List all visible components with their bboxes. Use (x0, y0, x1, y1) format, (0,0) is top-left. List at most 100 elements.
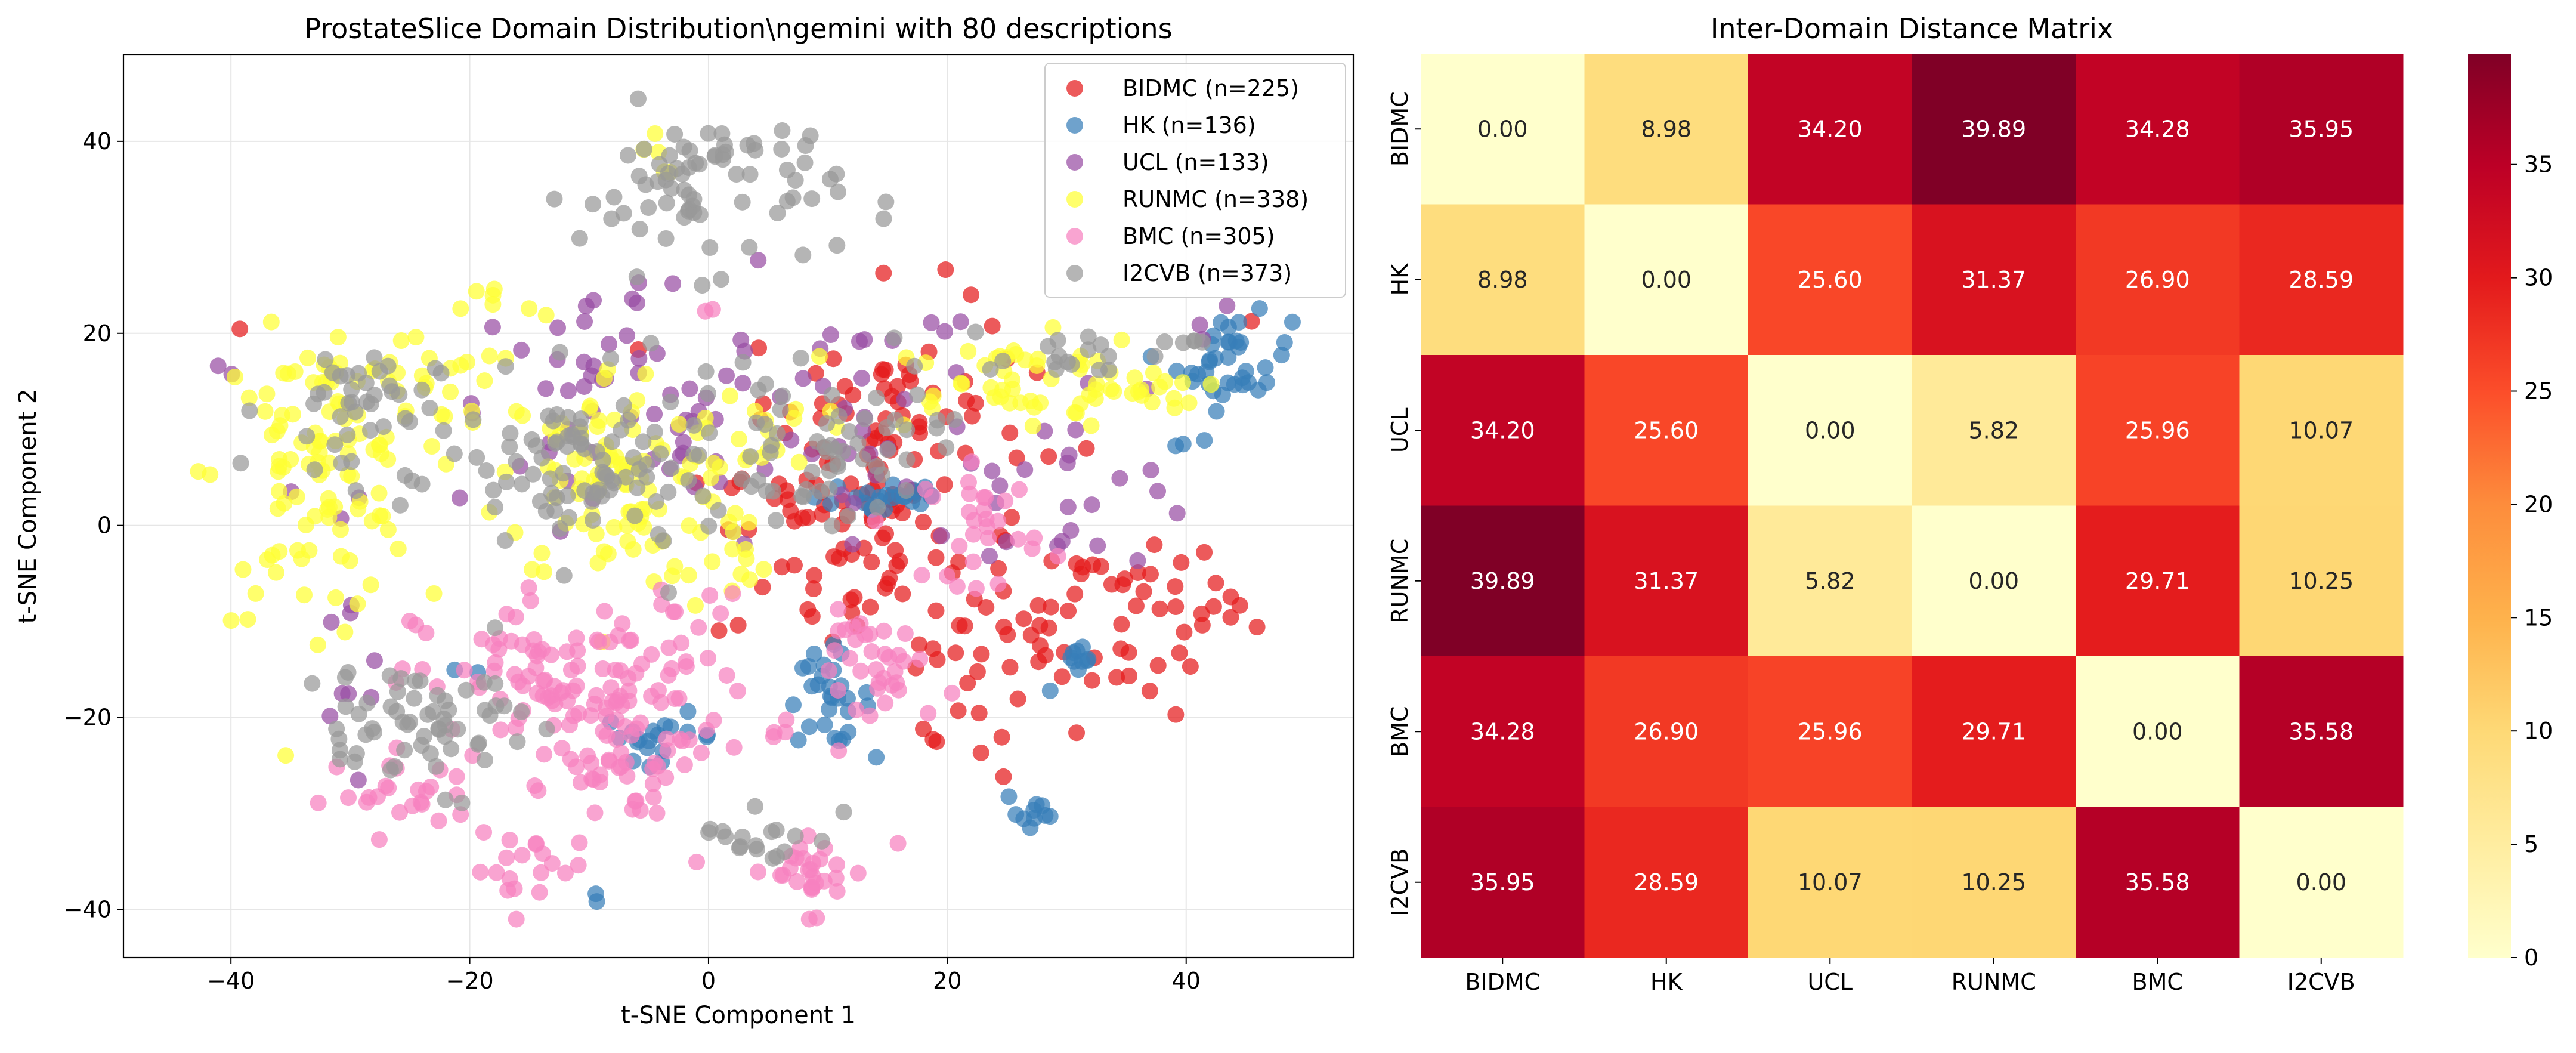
scatter-point (875, 264, 892, 282)
heatmap-cell (1584, 505, 1749, 657)
scatter-point (391, 496, 409, 514)
scatter-point (787, 827, 804, 845)
scatter-point (350, 705, 367, 722)
heatmap-x-tick-label: I2CVB (2287, 969, 2355, 995)
scatter-point (1168, 505, 1186, 522)
scatter-point (975, 489, 992, 506)
scatter-point (734, 375, 752, 392)
heatmap-cell (2076, 204, 2240, 356)
scatter-point (231, 320, 249, 338)
scatter-point (913, 567, 930, 584)
scatter-point (646, 406, 663, 423)
scatter-point (492, 721, 509, 739)
scatter-point (448, 768, 465, 785)
scatter-point (412, 793, 429, 811)
scatter-point (520, 579, 537, 597)
scatter-point (546, 190, 563, 208)
scatter-point (821, 462, 838, 480)
scatter-point (981, 548, 998, 565)
scatter-point (239, 611, 256, 628)
scatter-point (377, 777, 394, 795)
heatmap-cell-label: 31.37 (1961, 267, 2026, 293)
scatter-point (366, 349, 383, 366)
scatter-point (787, 400, 805, 418)
scatter-point (989, 575, 1007, 592)
scatter-point (811, 851, 828, 868)
scatter-point (1220, 319, 1237, 336)
scatter-point (788, 873, 806, 890)
scatter-point (660, 639, 678, 656)
scatter-point (734, 354, 752, 371)
scatter-point (637, 176, 654, 193)
scatter-point (828, 165, 845, 183)
scatter-point (638, 456, 655, 473)
scatter-point (1185, 332, 1202, 350)
scatter-point (944, 684, 961, 702)
scatter-point (259, 551, 276, 569)
scatter-point (527, 659, 545, 677)
heatmap-cell-label: 29.71 (2125, 568, 2190, 594)
scatter-point (521, 300, 538, 317)
scatter-point (528, 437, 545, 455)
scatter-point (646, 424, 663, 441)
scatter-point (792, 350, 809, 367)
scatter-point (672, 731, 689, 748)
heatmap-cell (1584, 355, 1749, 506)
scatter-point (343, 468, 360, 485)
scatter-point (1196, 432, 1213, 449)
scatter-point (927, 549, 945, 566)
scatter-point (688, 853, 706, 870)
scatter-point (700, 385, 717, 402)
scatter-point (595, 543, 613, 560)
scatter-point (658, 194, 675, 212)
scatter-point (234, 561, 252, 578)
scatter-point (366, 652, 383, 669)
heatmap-cell (1748, 656, 1912, 807)
heatmap-cell (1748, 54, 1912, 205)
heatmap-cell (1584, 807, 1749, 958)
scatter-point (729, 616, 747, 634)
scatter-point (631, 221, 648, 238)
scatter-point (1105, 383, 1122, 400)
scatter-point (660, 666, 677, 684)
scatter-point (1024, 417, 1041, 434)
heatmap-cell-label: 35.58 (2125, 869, 2190, 895)
scatter-point (662, 393, 679, 410)
scatter-point (729, 683, 746, 700)
scatter-point (666, 690, 684, 708)
scatter-point (470, 734, 487, 752)
scatter-point (632, 714, 649, 731)
scatter-point (687, 155, 704, 172)
scatter-title: ProstateSlice Domain Distribution\ngemin… (304, 13, 1172, 45)
scatter-point (894, 585, 911, 603)
scatter-point (984, 462, 1001, 480)
scatter-point (1037, 647, 1054, 664)
scatter-point (339, 663, 357, 681)
scatter-point (1129, 564, 1146, 581)
scatter-point (458, 353, 475, 370)
scatter-point (605, 189, 623, 206)
scatter-point (323, 613, 340, 631)
scatter-point (440, 701, 457, 718)
scatter-point (568, 677, 585, 694)
scatter-point (1248, 619, 1266, 636)
scatter-point (571, 834, 588, 851)
scatter-point (1029, 597, 1047, 614)
scatter-point (799, 827, 817, 845)
heatmap-cell-label: 35.95 (2289, 116, 2354, 142)
scatter-point (822, 437, 840, 454)
scatter-point (808, 909, 825, 927)
colorbar-tick-label: 15 (2524, 604, 2553, 631)
scatter-point (889, 835, 907, 852)
scatter-point (484, 296, 502, 313)
scatter-point (972, 744, 989, 761)
scatter-point (978, 598, 995, 616)
scatter-point (951, 538, 968, 555)
series-bmc (310, 301, 1066, 928)
scatter-point (1012, 394, 1029, 412)
scatter-point (700, 125, 717, 142)
scatter-point (626, 507, 644, 524)
scatter-point (389, 540, 407, 557)
scatter-point (561, 509, 578, 526)
scatter-point (588, 687, 605, 704)
